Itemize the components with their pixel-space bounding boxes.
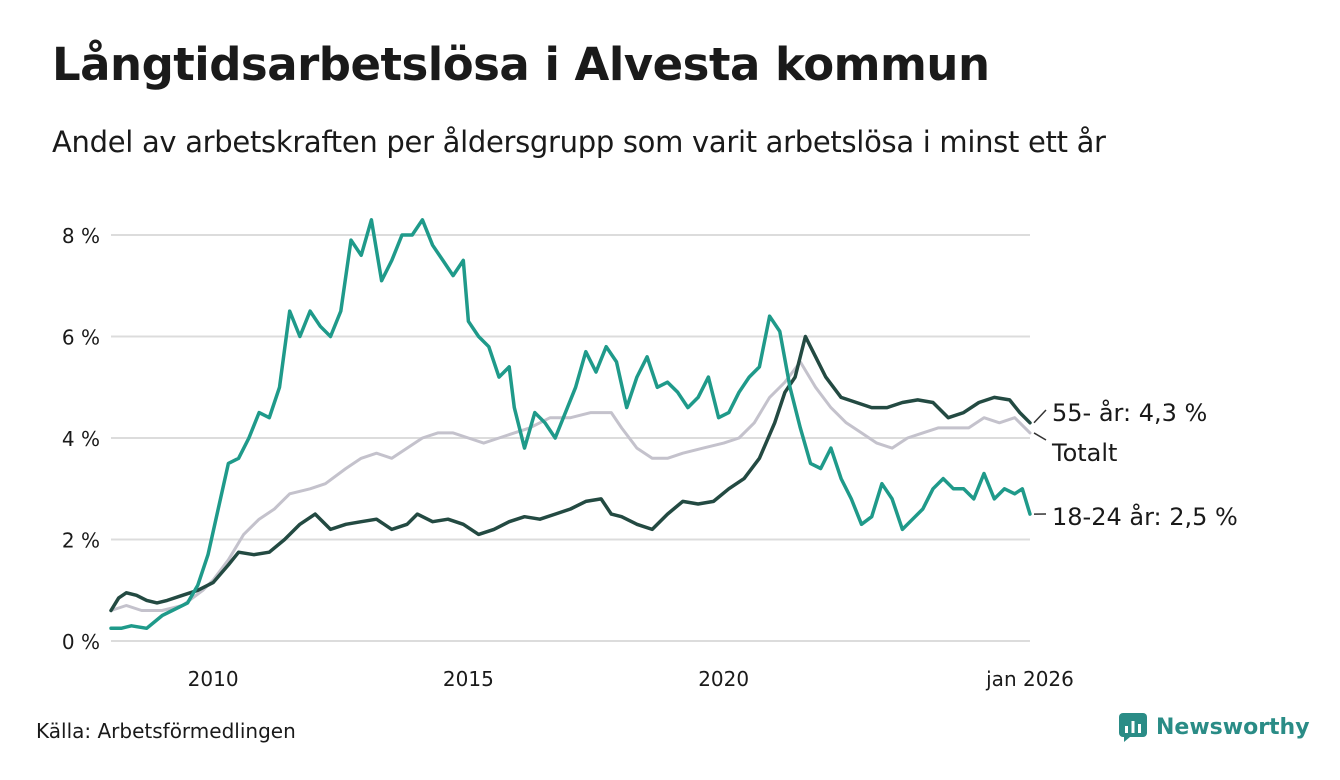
newsworthy-logo-icon [1119,713,1147,742]
chart-subtitle: Andel av arbetskraften per åldersgrupp s… [52,125,1106,159]
x-tick-label: 2020 [698,667,749,691]
brand-name: Newsworthy [1156,714,1310,740]
y-tick-label: 2 % [62,529,100,553]
y-tick-label: 0 % [62,630,100,654]
x-tick-label: jan 2026 [985,667,1074,691]
chart-title: Långtidsarbetslösa i Alvesta kommun [52,38,990,91]
y-tick-label: 8 % [62,224,100,248]
y-tick-label: 6 % [62,326,100,350]
x-tick-label: 2010 [188,667,239,691]
series-line-totalt [109,360,1032,612]
brand-logo: Newsworthy [1118,712,1310,742]
end-label-18-24-r: 18-24 år: 2,5 % [1052,502,1238,531]
end-label-leader-totalt [1033,432,1047,441]
series-line-18-24-r [109,218,1032,631]
x-tick-label: 2015 [443,667,494,691]
end-label-leader-55-r [1033,409,1047,424]
end-label-55-r: 55- år: 4,3 % [1052,398,1207,427]
y-tick-label: 4 % [62,427,100,451]
end-label-totalt: Totalt [1051,439,1117,467]
series-line-55-r [109,334,1032,613]
source-note: Källa: Arbetsförmedlingen [36,719,296,743]
